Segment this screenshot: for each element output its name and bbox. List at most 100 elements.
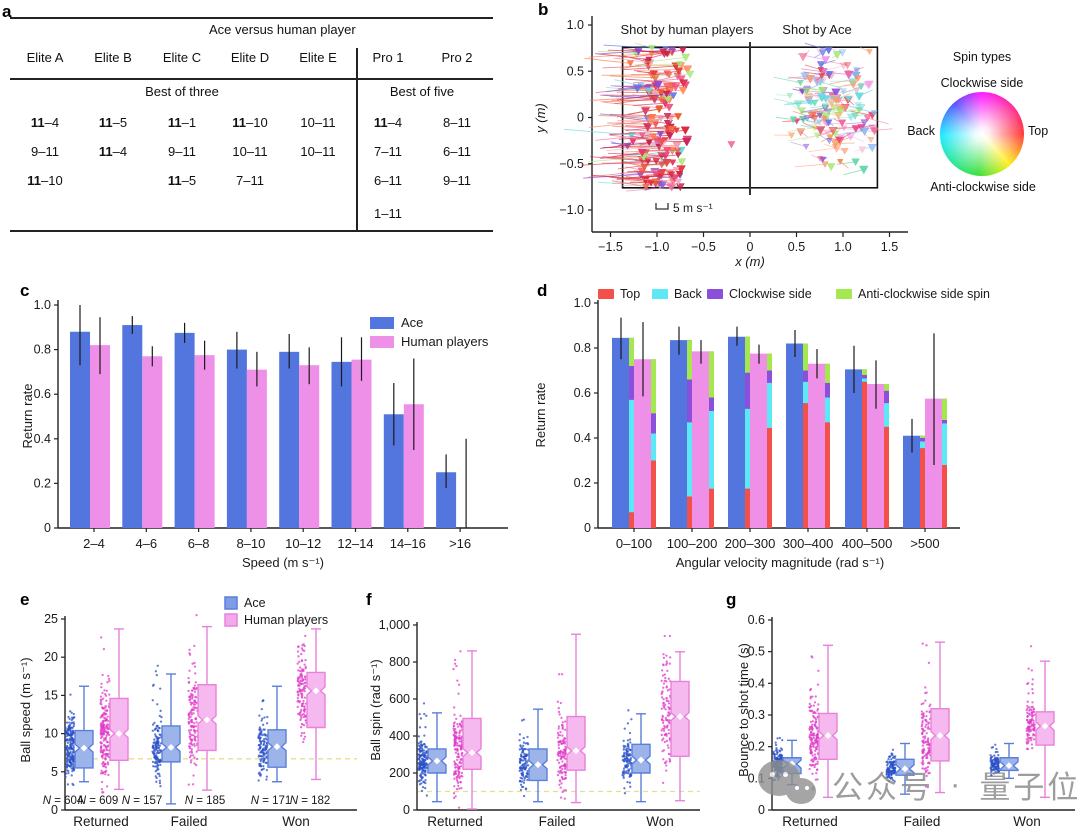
jitter-point: [996, 767, 999, 771]
panel-c-label: c: [20, 281, 30, 300]
jitter-point: [154, 670, 157, 673]
median-diamond: [1041, 722, 1049, 730]
jitter-point: [298, 687, 301, 690]
jitter-point: [622, 739, 625, 742]
jitter-point: [193, 744, 196, 748]
jitter-point: [556, 758, 559, 762]
jitter-point: [157, 742, 160, 745]
shot-point: [674, 178, 683, 186]
jitter-point: [425, 714, 428, 717]
jitter-point: [158, 748, 161, 752]
jitter-point: [564, 764, 567, 768]
jitter-point: [810, 759, 813, 762]
median-diamond: [901, 765, 909, 773]
jitter-point: [772, 753, 776, 756]
shot-velocity-tail: [641, 178, 679, 183]
jitter-point: [65, 753, 69, 756]
jitter-point: [192, 733, 195, 737]
jitter-point: [153, 728, 156, 731]
jitter-point: [300, 715, 303, 718]
jitter-point: [522, 741, 526, 744]
table-column-header: Elite B: [94, 50, 132, 65]
shot-point: [682, 81, 690, 89]
jitter-point: [296, 662, 299, 665]
jitter-point: [921, 721, 924, 725]
shot-velocity-tail: [831, 109, 860, 114]
shot-velocity-tail: [602, 65, 649, 69]
shot-point: [628, 132, 636, 139]
shot-point: [655, 106, 664, 114]
jitter-point: [994, 750, 997, 754]
jitter-point: [926, 785, 930, 789]
jitter-point: [519, 788, 523, 792]
jitter-point: [262, 754, 266, 757]
jitter-point: [156, 703, 159, 706]
jitter-point: [100, 769, 103, 772]
title-human-side: Shot by human players: [621, 22, 754, 37]
jitter-point: [927, 746, 930, 750]
shot-velocity-tail: [610, 94, 674, 97]
jitter-point: [65, 772, 68, 775]
jitter-point: [522, 736, 525, 740]
shot-velocity-tail: [812, 110, 840, 114]
jitter-point: [665, 660, 668, 663]
jitter-point: [890, 773, 893, 777]
jitter-point: [774, 743, 778, 747]
spin-stack-segment: [745, 372, 750, 409]
spin-stack-segment: [920, 448, 925, 528]
jitter-point: [103, 716, 106, 720]
jitter-point: [662, 682, 666, 685]
jitter-point: [196, 757, 199, 761]
jitter-point: [660, 729, 663, 732]
jitter-point: [303, 644, 306, 648]
jitter-point: [668, 722, 671, 725]
jitter-point: [65, 739, 68, 742]
jitter-point: [66, 741, 69, 745]
legend-swatch-ace: [224, 596, 238, 610]
median-diamond: [534, 761, 542, 769]
jitter-point: [101, 756, 104, 759]
jitter-point: [453, 662, 457, 665]
jitter-point: [266, 743, 269, 747]
jitter-point: [663, 673, 666, 676]
bar-ace: [383, 414, 404, 528]
shot-point: [682, 135, 693, 145]
jitter-point: [1031, 691, 1035, 695]
spin-stack-segment: [709, 411, 714, 489]
jitter-point: [559, 796, 563, 799]
jitter-point: [70, 722, 73, 725]
jitter-point: [809, 704, 813, 708]
jitter-point: [1026, 707, 1029, 710]
jitter-point: [663, 733, 667, 737]
shot-velocity-tail: [607, 49, 663, 53]
jitter-point: [661, 727, 664, 730]
jitter-point: [299, 718, 302, 722]
jitter-point: [815, 748, 819, 751]
jitter-point: [107, 744, 110, 747]
bar-human: [925, 398, 947, 528]
jitter-point: [418, 762, 422, 765]
score-cell: 1–11: [374, 206, 402, 221]
jitter-point: [924, 770, 928, 774]
jitter-point: [518, 769, 521, 773]
table-rule-header: [10, 78, 493, 80]
y-tick-label: 0.6: [748, 613, 765, 627]
jitter-point: [520, 777, 524, 780]
jitter-point: [627, 760, 631, 763]
n-count-label: N = 171: [251, 795, 292, 807]
n-count-label: N = 609: [78, 795, 119, 807]
jitter-point: [69, 730, 72, 733]
jitter-point: [926, 765, 930, 769]
shot-velocity-tail: [644, 184, 663, 191]
jitter-point: [104, 719, 108, 722]
jitter-point: [520, 747, 523, 751]
jitter-point: [522, 744, 525, 747]
jitter-point: [296, 705, 299, 709]
shot-velocity-tail: [623, 55, 649, 63]
jitter-point: [159, 760, 162, 763]
jitter-point: [104, 773, 107, 776]
jitter-point: [667, 711, 670, 714]
table-rule-bottom: [10, 230, 493, 232]
spin-stack-segment: [709, 397, 714, 411]
x-tick-label: 0.5: [788, 240, 805, 254]
